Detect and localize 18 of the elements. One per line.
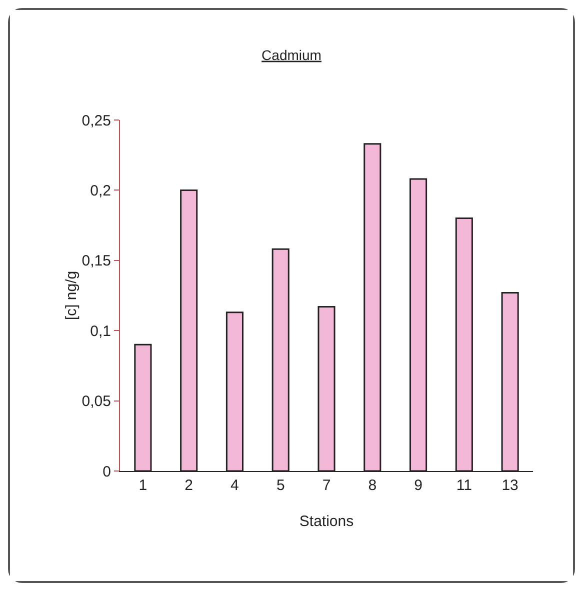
y-tick-label: 0,25 — [82, 112, 111, 130]
x-tick-label: 5 — [276, 477, 285, 494]
y-tick-label: 0 — [102, 463, 111, 480]
y-tick-label: 0,05 — [82, 393, 111, 410]
x-tick-label: 7 — [322, 477, 331, 494]
y-tick-label: 0,15 — [82, 252, 111, 270]
x-tick-label: 13 — [502, 477, 518, 494]
x-tick-label: 2 — [184, 477, 193, 494]
x-tick-label: 11 — [456, 477, 472, 494]
x-tick-label: 1 — [138, 477, 148, 494]
chart-title: Cadmium — [262, 46, 322, 63]
x-tick-label: 4 — [230, 477, 239, 494]
x-axis-title: Stations — [299, 513, 354, 530]
y-axis-title: [c] ng/g — [62, 270, 80, 320]
x-tick-label: 8 — [368, 477, 377, 494]
y-tick-label: 0,2 — [90, 182, 111, 200]
x-tick-label: 9 — [414, 477, 422, 494]
y-tick-label: 0,1 — [90, 322, 111, 340]
